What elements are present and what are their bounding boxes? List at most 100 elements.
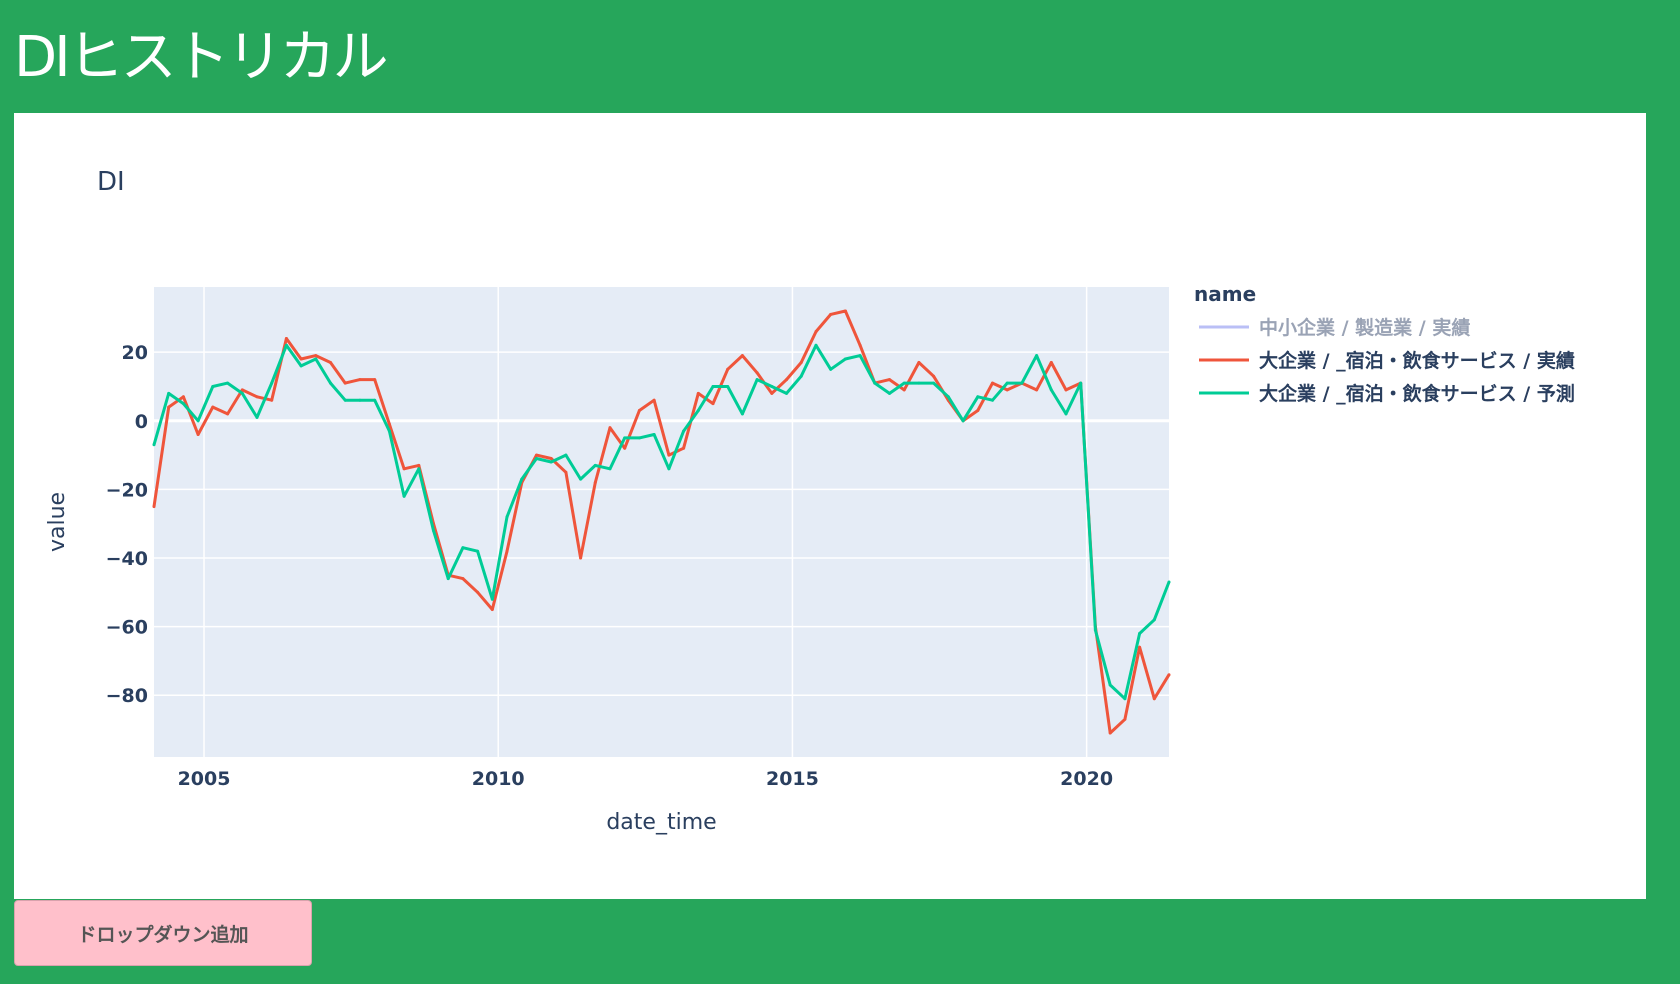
data-point <box>505 549 509 553</box>
data-point <box>549 460 553 464</box>
data-point <box>461 577 465 581</box>
data-point <box>785 378 788 382</box>
data-point <box>814 343 818 347</box>
data-point <box>652 398 656 402</box>
data-point <box>991 398 994 402</box>
y-tick-label: −20 <box>106 479 148 501</box>
data-point <box>946 395 950 399</box>
data-point <box>1035 388 1039 392</box>
data-point <box>1064 412 1068 416</box>
data-point <box>829 367 833 371</box>
data-point <box>799 361 803 364</box>
data-point <box>755 371 759 375</box>
data-point <box>284 337 288 340</box>
data-point <box>1049 361 1053 364</box>
data-point <box>490 608 494 611</box>
data-point <box>387 422 391 426</box>
legend-title: name <box>1194 282 1256 306</box>
data-point <box>608 467 612 471</box>
data-point <box>387 429 391 433</box>
data-point <box>490 597 494 601</box>
y-tick-label: 0 <box>135 411 148 433</box>
x-tick-label: 2005 <box>178 768 231 790</box>
data-point <box>373 378 377 382</box>
legend-item-label[interactable]: 大企業 / _宿泊・飲食サービス / 実績 <box>1259 349 1575 372</box>
data-point <box>667 453 671 457</box>
data-point <box>1138 632 1142 635</box>
data-point <box>608 426 612 430</box>
data-point <box>770 385 774 388</box>
data-point <box>196 419 200 423</box>
data-point <box>711 402 715 406</box>
data-point <box>1093 628 1097 632</box>
data-point <box>696 409 700 412</box>
chart-title: DI <box>97 167 125 197</box>
data-point <box>1005 381 1009 385</box>
data-point <box>1035 354 1039 358</box>
data-point <box>270 398 274 402</box>
data-point <box>593 481 597 484</box>
data-point <box>402 494 406 498</box>
data-point <box>637 436 641 440</box>
data-point <box>402 467 406 471</box>
data-point <box>858 354 862 358</box>
data-point <box>564 453 568 457</box>
legend-item-label[interactable]: 大企業 / _宿泊・飲食サービス / 予測 <box>1259 382 1575 405</box>
data-point <box>1020 381 1024 385</box>
data-point <box>1123 717 1127 721</box>
data-point <box>1005 388 1009 392</box>
data-point <box>726 367 730 371</box>
y-tick-label: −80 <box>106 685 148 707</box>
data-point <box>961 419 965 423</box>
data-point <box>814 330 818 334</box>
data-point <box>299 364 303 368</box>
data-point <box>1152 697 1156 701</box>
data-point <box>829 312 833 316</box>
data-point <box>196 433 200 436</box>
data-point <box>358 398 362 402</box>
data-point <box>446 577 450 581</box>
data-point <box>549 457 553 460</box>
data-point <box>902 388 906 392</box>
y-tick-label: −40 <box>106 548 148 570</box>
data-point <box>520 477 524 481</box>
data-point <box>917 361 921 364</box>
data-point <box>623 446 627 450</box>
data-point <box>314 354 318 358</box>
data-point <box>461 546 465 550</box>
data-point <box>535 457 538 460</box>
data-point <box>623 436 627 440</box>
y-tick-label: −60 <box>106 617 148 639</box>
data-point <box>1049 388 1053 392</box>
data-point <box>299 357 303 361</box>
data-point <box>682 429 686 433</box>
data-point <box>181 395 185 399</box>
data-point <box>843 357 847 361</box>
x-tick-label: 2020 <box>1060 768 1113 790</box>
legend-item-label[interactable]: 中小企業 / 製造業 / 実績 <box>1259 316 1470 339</box>
data-point <box>1108 683 1112 687</box>
chart-card: DI 2005 2010 2015 2020 20 0 −20 −40 −60 −80 date_ti… <box>14 113 1646 899</box>
series-line-actual <box>152 309 1171 735</box>
data-point <box>432 529 435 533</box>
data-point <box>152 443 156 447</box>
data-point <box>564 470 568 474</box>
y-tick-label: 20 <box>122 342 148 364</box>
page-title: DIヒストリカル <box>14 25 389 90</box>
app-header: DIヒストリカル <box>0 0 1680 113</box>
y-axis-label: value <box>45 492 70 552</box>
data-point <box>902 381 906 385</box>
data-point <box>579 477 583 481</box>
x-tick-label: 2015 <box>766 768 819 790</box>
data-point <box>1064 388 1068 392</box>
data-point <box>255 415 259 419</box>
data-point <box>329 381 332 385</box>
data-point <box>152 505 156 509</box>
data-point <box>888 378 891 382</box>
data-point <box>785 391 788 395</box>
x-tick-label: 2010 <box>472 768 525 790</box>
add-dropdown-button[interactable]: ドロップダウン追加 <box>14 900 312 966</box>
data-point <box>770 391 774 395</box>
data-point <box>167 391 171 395</box>
